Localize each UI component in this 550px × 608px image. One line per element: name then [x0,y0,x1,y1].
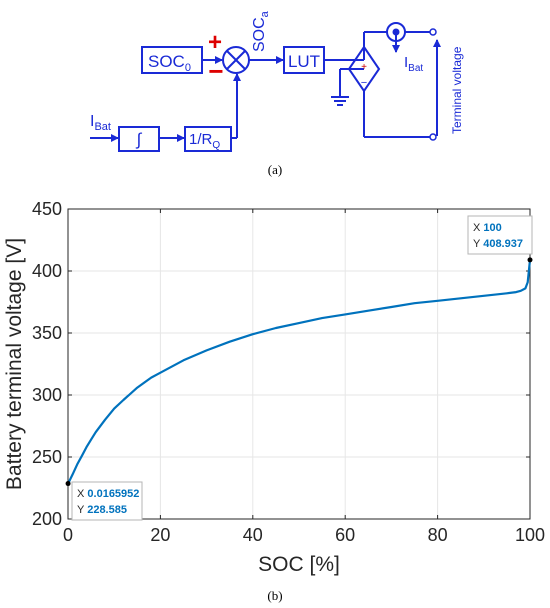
terminal-voltage-chart: 0 20 40 60 80 100 200 250 300 350 400 450 X 0.01659… [3,199,545,576]
chart-grid [67,208,531,520]
datatip-box [71,481,143,521]
y-axis-label: Battery terminal voltage [V] [3,238,26,490]
source-minus-sign: − [361,77,367,89]
minus-sign: − [208,56,223,86]
y-tick-label: 350 [32,323,62,343]
integrator-symbol: ∫ [136,130,143,149]
x-tick-label: 20 [150,525,170,545]
datatip-y: Y 408.937 [473,238,523,250]
caption-a: (a) [267,162,283,177]
x-tick-label: 100 [515,525,545,545]
x-tick-label: 60 [335,525,355,545]
datatip-y-label: Y [473,238,483,250]
y-tick-label: 300 [32,385,62,405]
datatip-x-value: 100 [483,222,501,234]
ground-icon [331,96,349,106]
x-tick-label: 0 [63,525,73,545]
soc0-label: SOC0 [148,52,191,74]
lut-label: LUT [288,52,320,71]
terminal-bottom [429,133,437,141]
datatip-x: X 0.0165952 [77,488,139,500]
y-tick-label: 200 [32,509,62,529]
plus-sign: + [208,29,222,56]
summing-junction [222,46,250,74]
plot-area [67,208,531,520]
datatip-x-label: X [473,222,483,234]
datatip-y-value: 228.585 [87,504,127,516]
chart-ticks: 0 20 40 60 80 100 200 250 300 350 400 450 [32,199,545,545]
y-tick-label: 400 [32,261,62,281]
battery-model-diagram: SOC0 LUT ∫ 1/RQ IBat IBat SOCa Terminal … [90,10,464,152]
soca-label: SOCa [251,10,271,52]
terminal-top [429,28,437,36]
datatip-x-label: X [77,488,87,500]
y-tick-label: 450 [32,199,62,219]
x-tick-label: 80 [428,525,448,545]
ibat-input-label: IBat [90,113,111,133]
datatip-x-value: 0.0165952 [87,488,139,500]
x-axis-label: SOC [%] [258,553,340,576]
chart-series [67,259,532,485]
terminal-voltage-label: Terminal voltage [450,46,464,134]
datatip-marker [65,481,71,487]
datatip-box [467,215,533,255]
caption-b: (b) [267,588,283,603]
datatip-y-label: Y [77,504,87,516]
source-plus-sign: + [361,62,367,73]
datatip-x: X 100 [473,222,502,234]
datatip-y-value: 408.937 [483,238,523,250]
datatip-marker [527,257,533,263]
y-tick-label: 250 [32,447,62,467]
datatip-y: Y 228.585 [77,504,127,516]
x-tick-label: 40 [243,525,263,545]
ibat-output-label: IBat [404,54,423,74]
series-line-0 [67,259,532,485]
gain-label: 1/RQ [189,131,220,151]
